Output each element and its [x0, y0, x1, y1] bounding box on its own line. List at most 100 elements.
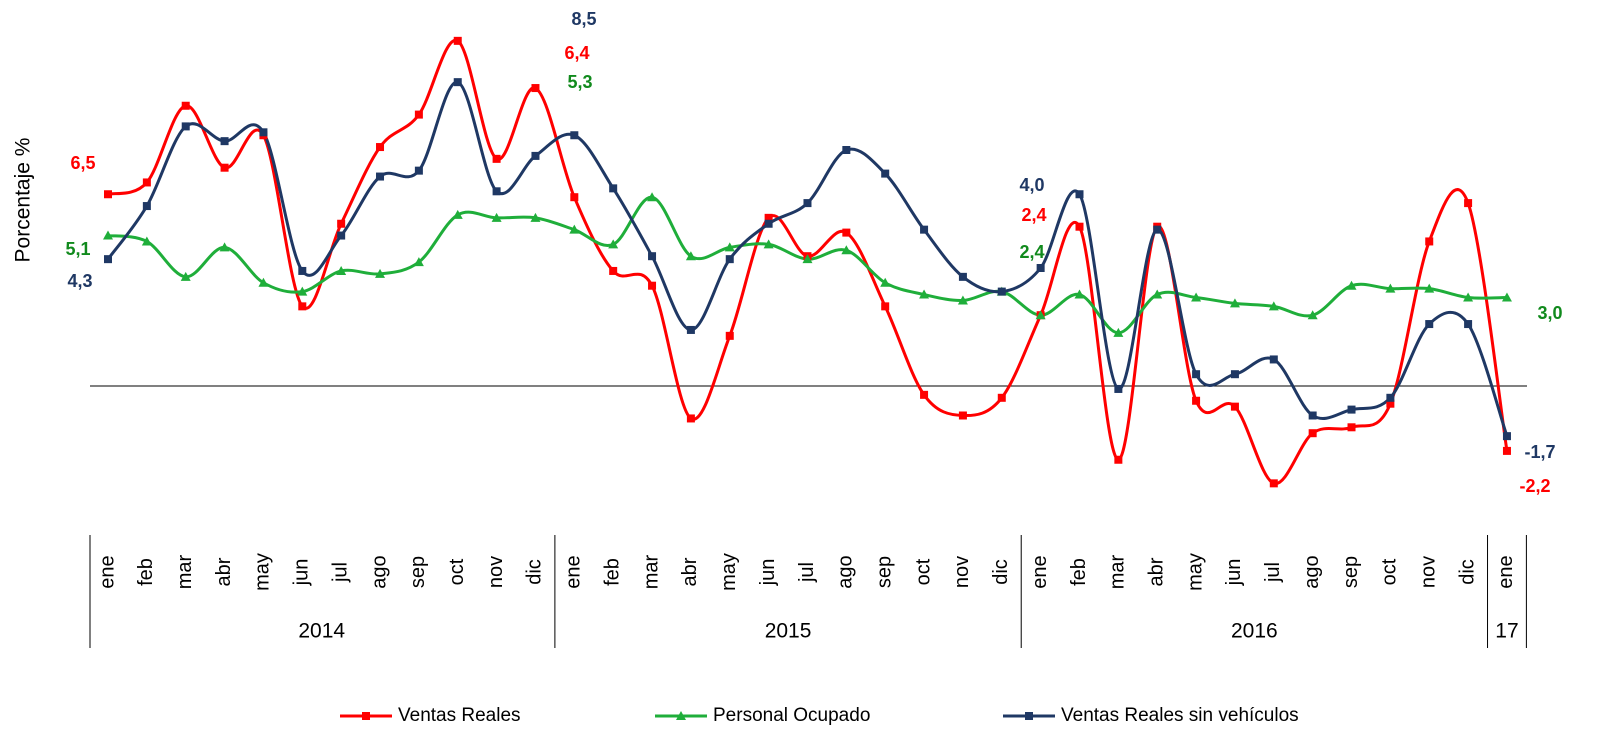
marker	[181, 101, 190, 110]
marker	[1386, 399, 1395, 408]
x-tick-label: abr	[1146, 557, 1168, 586]
marker	[648, 281, 657, 290]
y-axis-label: Porcentaje %	[12, 138, 35, 263]
marker	[104, 255, 112, 264]
x-tick-label: may	[1184, 553, 1206, 591]
x-tick-label: dic	[990, 559, 1012, 585]
marker	[763, 239, 774, 249]
marker	[1036, 264, 1045, 272]
x-tick-label: may	[718, 553, 740, 591]
marker	[803, 199, 812, 208]
marker	[259, 128, 268, 137]
marker	[1269, 479, 1278, 488]
marker	[1075, 190, 1084, 199]
x-tick-label: jun	[291, 559, 313, 587]
marker	[648, 252, 657, 261]
x-tick-label: oct	[446, 558, 468, 585]
x-tick-label: sep	[873, 556, 895, 588]
marker	[842, 146, 851, 154]
x-tick-label: jun	[1223, 559, 1245, 587]
marker	[141, 236, 152, 246]
marker	[142, 178, 151, 187]
marker	[1268, 301, 1279, 311]
data-label: -1,7	[1524, 442, 1555, 462]
x-tick-label: jul	[796, 562, 818, 583]
x-tick-label: jun	[757, 559, 779, 587]
x-tick-label: dic	[524, 559, 546, 585]
marker	[414, 110, 423, 119]
data-label: 6,5	[70, 153, 95, 173]
marker	[181, 122, 190, 131]
marker	[492, 187, 501, 196]
x-tick-label: feb	[135, 558, 157, 586]
marker	[802, 254, 813, 264]
marker	[569, 224, 580, 234]
marker	[686, 414, 695, 423]
marker	[453, 36, 462, 45]
data-label: 6,4	[564, 43, 589, 63]
x-tick-label: jul	[329, 562, 351, 583]
series-line	[107, 195, 1507, 335]
marker	[297, 286, 308, 296]
marker	[920, 390, 929, 399]
x-tick-label: nov	[1418, 556, 1440, 588]
marker	[1385, 283, 1396, 293]
marker	[103, 230, 113, 240]
year-label: 17	[1495, 620, 1518, 643]
data-label: 2,4	[1021, 205, 1046, 225]
marker	[1424, 283, 1435, 293]
marker	[180, 271, 191, 281]
x-tick-label: mar	[640, 554, 662, 589]
marker	[958, 411, 967, 420]
x-tick-label: ene	[96, 555, 118, 588]
x-tick-label: ago	[1301, 555, 1323, 588]
marker	[764, 213, 773, 222]
x-tick-label: feb	[601, 558, 623, 586]
marker	[336, 265, 347, 275]
marker	[413, 257, 424, 267]
year-label: 2016	[1231, 620, 1278, 643]
marker	[1308, 411, 1317, 420]
marker	[337, 219, 346, 228]
marker	[919, 289, 930, 299]
marker	[647, 192, 658, 202]
x-tick-label: dic	[1456, 559, 1478, 585]
marker	[1229, 298, 1240, 308]
marker	[1269, 355, 1278, 364]
marker	[220, 163, 229, 172]
marker	[686, 325, 695, 334]
marker	[609, 184, 618, 193]
marker	[997, 287, 1006, 296]
marker	[1346, 280, 1357, 290]
marker	[1307, 310, 1318, 320]
x-tick-label: oct	[912, 558, 934, 585]
marker	[997, 393, 1006, 402]
marker	[1025, 712, 1033, 720]
marker	[1425, 320, 1434, 329]
marker	[570, 193, 579, 202]
x-tick-label: ago	[835, 555, 857, 588]
data-label: -2,2	[1519, 476, 1550, 496]
marker	[1502, 446, 1511, 455]
legend-label: Ventas Reales	[398, 705, 521, 726]
marker	[1463, 292, 1474, 302]
marker	[1075, 222, 1084, 231]
marker	[725, 331, 734, 340]
marker	[841, 245, 852, 255]
data-label: 4,3	[67, 271, 92, 291]
marker	[1230, 370, 1239, 379]
marker	[608, 239, 619, 249]
marker	[298, 266, 307, 275]
marker	[1425, 237, 1434, 246]
x-tick-label: sep	[1340, 556, 1362, 588]
marker	[142, 202, 151, 211]
marker	[570, 131, 579, 140]
marker	[298, 302, 307, 311]
x-tick-label: mar	[174, 554, 196, 589]
marker	[337, 231, 346, 240]
data-label: 8,5	[571, 9, 596, 29]
data-label: 4,0	[1019, 175, 1044, 195]
x-tick-label: nov	[485, 556, 507, 588]
legend-label: Ventas Reales sin vehículos	[1061, 705, 1299, 726]
